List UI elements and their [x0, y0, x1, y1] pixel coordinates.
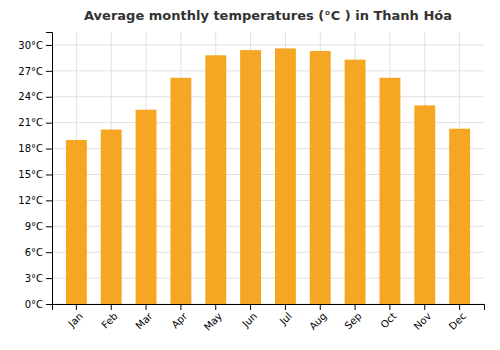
- tick-mark: [215, 304, 216, 310]
- tick: 24°C: [18, 91, 52, 102]
- tick-mark: [46, 71, 52, 72]
- tick-mark: [46, 226, 52, 227]
- tick-mark: [46, 149, 52, 150]
- bar: [101, 130, 122, 304]
- tick-label: Mar: [133, 310, 155, 332]
- y-axis: 0°C 3°C 6°C 9°C 12°C 15°C 18°C 21°C 24°C 27°C 30°C: [18, 33, 52, 310]
- tick-mark: [180, 304, 181, 310]
- tick-label: 30°C: [18, 40, 43, 51]
- tick-label: Jul: [277, 310, 294, 327]
- tick-label: May: [202, 310, 224, 332]
- tick-mark: [46, 200, 52, 201]
- tick-label: Nov: [412, 310, 434, 332]
- grid-line: [52, 44, 484, 45]
- tick-label: 21°C: [18, 117, 43, 128]
- tick: 21°C: [18, 117, 52, 128]
- tick: Dec: [447, 304, 468, 332]
- grid-line: [52, 96, 484, 97]
- tick: 18°C: [18, 143, 52, 154]
- tick-mark: [285, 304, 286, 310]
- title: Average monthly temperatures (°C ) in Th…: [84, 8, 452, 23]
- tick-label: 24°C: [18, 91, 43, 102]
- tick: May: [202, 304, 224, 333]
- tick: Mar: [133, 304, 155, 331]
- tick-label: 15°C: [18, 169, 43, 180]
- tick: 27°C: [18, 66, 52, 77]
- bar: [449, 129, 470, 304]
- tick: Nov: [412, 304, 434, 332]
- tick-mark: [146, 304, 147, 310]
- tick-mark: [250, 304, 251, 310]
- axis-line: [46, 33, 53, 305]
- tick-label: Aug: [307, 310, 329, 332]
- tick-mark: [355, 304, 356, 310]
- bar: [170, 78, 191, 304]
- tick-mark: [46, 252, 52, 253]
- tick-label: Jan: [65, 310, 84, 329]
- tick-mark: [389, 304, 390, 310]
- tick-label: Dec: [447, 310, 468, 331]
- tick: Jun: [240, 304, 260, 330]
- tick: 6°C: [25, 247, 52, 258]
- tick-label: Oct: [378, 310, 398, 330]
- tick-label: 6°C: [25, 247, 43, 258]
- tick-label: Apr: [169, 310, 190, 331]
- tick-mark: [46, 97, 52, 98]
- tick: Aug: [307, 304, 329, 332]
- tick-label: Feb: [99, 310, 119, 330]
- tick-label: 12°C: [18, 195, 43, 206]
- tick: Jul: [277, 304, 294, 327]
- tick: 3°C: [25, 273, 52, 284]
- bar: [136, 110, 157, 304]
- tick-label: 9°C: [25, 221, 43, 232]
- tick-mark: [46, 123, 52, 124]
- tick-label: Sep: [342, 310, 363, 331]
- tick: 0°C: [25, 299, 52, 310]
- tick-label: Jun: [240, 310, 260, 330]
- tick: Oct: [378, 304, 398, 330]
- bar: [345, 60, 366, 304]
- x-axis: Jan Feb Mar Apr May Jun Jul Aug Sep Oct Nov Dec: [53, 304, 485, 333]
- tick: 12°C: [18, 195, 52, 206]
- bar: [205, 55, 226, 304]
- tick-mark: [320, 304, 321, 310]
- tick: 30°C: [18, 40, 52, 51]
- tick-label: 27°C: [18, 66, 43, 77]
- tick: Apr: [169, 304, 190, 330]
- grid-line: [52, 70, 484, 71]
- tick-mark: [46, 45, 52, 46]
- tick: Jan: [65, 304, 84, 330]
- bar: [240, 50, 261, 304]
- tick: 9°C: [25, 221, 52, 232]
- bar: [275, 48, 296, 304]
- tick-mark: [459, 304, 460, 310]
- tick: 15°C: [18, 169, 52, 180]
- bar: [66, 140, 87, 304]
- bars: [66, 48, 470, 304]
- axis-line: [53, 305, 485, 311]
- tick: Sep: [342, 304, 363, 331]
- chart: Jan Feb Mar Apr May Jun Jul Aug Sep Oct Nov Dec 0°C 3…: [0, 0, 500, 350]
- plot: Jan Feb Mar Apr May Jun Jul Aug Sep Oct Nov Dec 0°C 3…: [18, 32, 484, 333]
- tick: Feb: [99, 304, 119, 331]
- grid: [52, 32, 484, 304]
- tick-label: 0°C: [25, 299, 43, 310]
- tick-mark: [76, 304, 77, 310]
- bar: [414, 105, 435, 304]
- tick-mark: [424, 304, 425, 310]
- bar: [310, 51, 331, 304]
- tick-mark: [111, 304, 112, 310]
- tick-label: 3°C: [25, 273, 43, 284]
- tick-label: 18°C: [18, 143, 43, 154]
- tick-mark: [46, 174, 52, 175]
- bar: [379, 78, 400, 304]
- tick-mark: [46, 278, 52, 279]
- tick-mark: [46, 304, 52, 305]
